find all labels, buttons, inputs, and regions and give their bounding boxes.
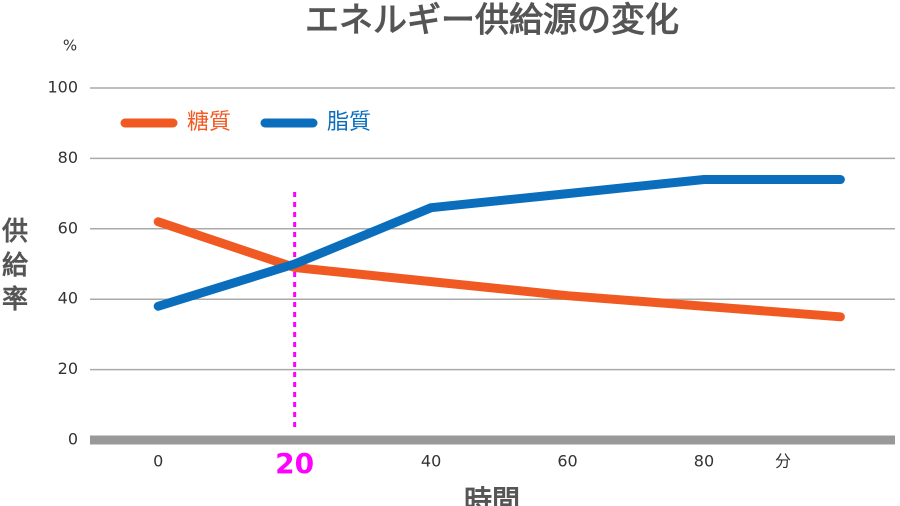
y-tick-label: 80 [58, 148, 78, 167]
y-tick-label: 100 [47, 78, 78, 97]
series-line [153, 217, 845, 322]
series-line [153, 175, 845, 311]
y-tick-label: 60 [58, 218, 78, 237]
x-tick-label: 80 [694, 452, 714, 471]
y-tick-label: 40 [58, 289, 78, 308]
legend-label: 糖質 [187, 110, 231, 135]
x-tick-label: 0 [153, 452, 163, 471]
y-unit: % [63, 37, 77, 55]
y-tick-label: 0 [68, 430, 78, 449]
x-tick-label: 40 [421, 452, 441, 471]
x-axis-label: 時間 [464, 484, 520, 506]
x-tick-label: 60 [557, 452, 577, 471]
x-tick-label: 20 [275, 447, 314, 480]
legend-label: 脂質 [327, 110, 371, 135]
y-tick-label: 20 [58, 359, 78, 378]
y-axis-label: 供給率 [0, 217, 29, 319]
chart-title: エネルギー供給源の変化 [305, 1, 679, 41]
x-unit: 分 [775, 452, 791, 471]
